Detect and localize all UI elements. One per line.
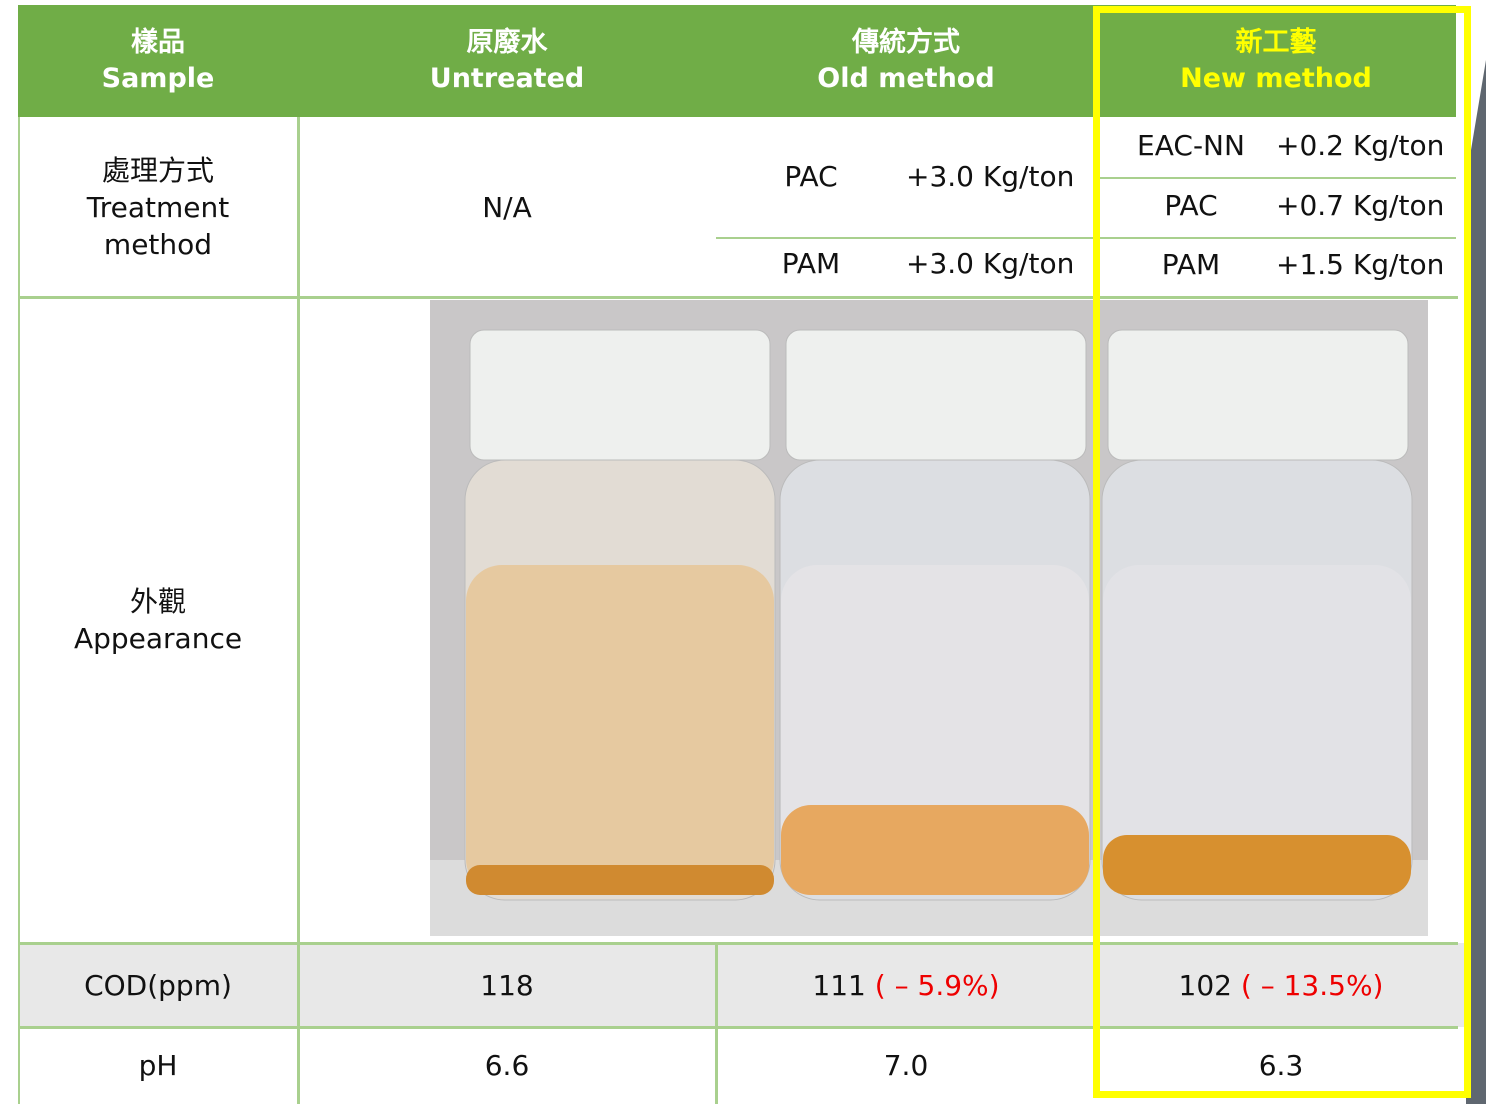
jar [465,330,775,900]
grid-line [297,117,300,1104]
label: pH [139,1047,178,1084]
label-en: Treatment method [68,189,248,263]
label-zh: 處理方式 [102,152,214,189]
row-label: COD(ppm) [18,943,298,1027]
cell: 7.0 [716,1027,1096,1104]
change: ( – 5.9%) [875,967,1000,1004]
page: 樣品Sample 原廢水Untreated 傳統方式Old method 新工藝… [0,0,1486,1104]
grid-line [715,943,718,1104]
grid-line [716,237,1096,239]
header-zh: 樣品 [131,25,185,61]
header-en: Untreated [430,61,584,97]
value: N/A [482,189,532,226]
label-zh: 外觀 [130,583,186,620]
agent: PAC [716,160,906,200]
header-en: Old method [817,61,994,97]
grid-line [18,117,20,1104]
dose-row: PAC+3.0 Kg/ton [716,160,1096,200]
header-en: Sample [102,61,215,97]
row-label: pH [18,1027,298,1104]
value: 7.0 [884,1047,929,1084]
value: 111 [812,967,865,1004]
dose: +3.0 Kg/ton [906,247,1074,287]
agent: PAM [716,247,906,287]
label-en: Appearance [74,620,242,657]
jar [780,330,1090,900]
header-zh: 傳統方式 [852,25,960,61]
cell: 6.6 [298,1027,716,1104]
highlight-box [1093,6,1471,1098]
cell: N/A [298,117,716,297]
dose-row: PAM+3.0 Kg/ton [716,247,1096,287]
label: COD(ppm) [84,967,232,1004]
value: 118 [480,967,533,1004]
header-zh: 原廢水 [467,25,548,61]
dose: +3.0 Kg/ton [906,160,1074,200]
value: 6.6 [485,1047,530,1084]
cell: 111 ( – 5.9%) [716,943,1096,1027]
cell: 118 [298,943,716,1027]
